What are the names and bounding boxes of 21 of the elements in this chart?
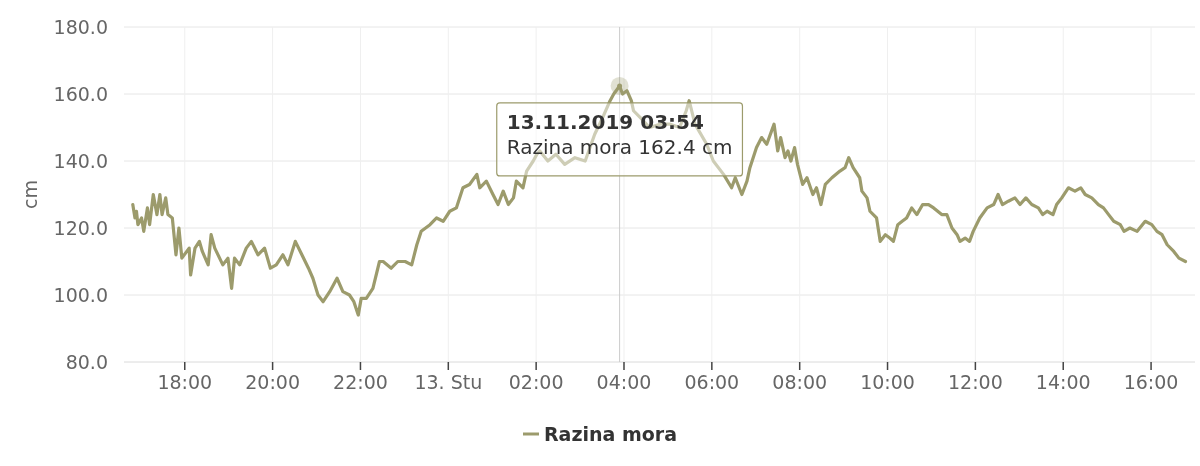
y-axis-title: cm <box>19 180 41 209</box>
x-tick-label: 20:00 <box>245 371 300 393</box>
x-tick-label: 22:00 <box>333 371 388 393</box>
x-tick-label: 13. Stu <box>414 371 483 393</box>
y-tick-label: 180.0 <box>53 16 108 38</box>
y-tick-label: 140.0 <box>53 150 108 172</box>
x-tick-label: 02:00 <box>508 371 564 393</box>
annotation: 13.11.2019 03:54 Razina mora 162.4 cm <box>506 109 733 159</box>
x-tick-label: 16:00 <box>1123 371 1179 393</box>
x-tick-label: 18:00 <box>157 371 213 393</box>
x-tick-label: 12:00 <box>948 371 1003 393</box>
y-tick-label: 160.0 <box>53 83 108 105</box>
x-tick-label: 06:00 <box>684 371 740 393</box>
x-tick-label: 08:00 <box>772 371 828 393</box>
x-tick-label: 10:00 <box>860 371 915 393</box>
legend-label: Razina mora <box>543 423 678 445</box>
y-tick-label: 80.0 <box>65 351 108 373</box>
y-tick-label: 100.0 <box>53 284 108 306</box>
x-tick-label: 14:00 <box>1035 371 1091 393</box>
y-tick-label: 120.0 <box>53 217 108 239</box>
x-tick-label: 04:00 <box>596 371 652 393</box>
